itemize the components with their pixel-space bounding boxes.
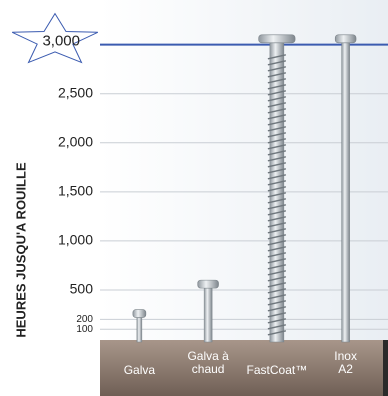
screw-thread xyxy=(267,252,287,258)
y-axis-label: HEURES JUSQU'A ROUILLE xyxy=(13,162,28,338)
y-tick-label: 2,000 xyxy=(58,133,93,149)
screw-thread xyxy=(267,222,287,228)
screw-thread xyxy=(267,216,287,222)
screw-thread xyxy=(267,60,287,66)
screw-head xyxy=(197,279,219,289)
screw-thread xyxy=(267,120,287,126)
screw-thread xyxy=(267,312,287,318)
screw-thread xyxy=(267,84,287,90)
screw-thread xyxy=(267,240,287,246)
screw-thread xyxy=(267,66,287,72)
screw-thread xyxy=(267,186,287,192)
y-tick-label: 500 xyxy=(70,281,94,297)
screw-thread xyxy=(267,126,287,132)
star xyxy=(11,12,99,64)
screw-thread xyxy=(267,132,287,138)
screw xyxy=(258,34,296,343)
screw-thread xyxy=(267,300,287,306)
y-tick-label: 1,000 xyxy=(58,232,93,248)
screw-thread xyxy=(267,330,287,336)
screw-head xyxy=(132,309,147,318)
screw-thread xyxy=(267,180,287,186)
screw-thread xyxy=(267,306,287,312)
screw-thread xyxy=(267,318,287,324)
screw-thread xyxy=(267,78,287,84)
screw-thread xyxy=(267,264,287,270)
screw-thread xyxy=(267,156,287,162)
plot-background xyxy=(100,0,388,340)
screw-head xyxy=(334,34,357,44)
screw-thread xyxy=(267,258,287,264)
screw-thread xyxy=(267,114,287,120)
screw-thread xyxy=(267,324,287,330)
x-tick-label: Galva à chaud xyxy=(187,349,229,376)
x-tick-label: Galva xyxy=(123,363,156,377)
screw-thread xyxy=(267,192,287,198)
screw-thread xyxy=(267,288,287,294)
screw-thread xyxy=(267,144,287,150)
screw-shaft xyxy=(203,287,213,343)
screw-thread xyxy=(267,204,287,210)
screw-thread xyxy=(267,138,287,144)
y-tick-label: 100 xyxy=(76,324,93,335)
x-tick-label: Inox A2 xyxy=(334,349,357,376)
screw-thread xyxy=(267,72,287,78)
screw-shaft xyxy=(341,42,350,343)
screw-thread xyxy=(267,162,287,168)
screw-thread xyxy=(267,150,287,156)
screw-thread xyxy=(267,198,287,204)
edge xyxy=(383,340,388,396)
screw-shaft xyxy=(136,317,143,343)
screw-head xyxy=(258,34,296,44)
y-tick-label: 1,500 xyxy=(58,183,93,199)
screw-thread xyxy=(267,228,287,234)
screw-thread xyxy=(267,54,287,60)
screw-thread xyxy=(267,294,287,300)
screw-thread xyxy=(267,234,287,240)
screw-thread xyxy=(267,276,287,282)
base xyxy=(100,340,388,396)
x-tick-label: FastCoat™ xyxy=(246,363,308,377)
y-tick-label: 200 xyxy=(76,314,93,325)
screw-thread xyxy=(267,96,287,102)
screw-thread xyxy=(267,90,287,96)
screw-thread xyxy=(267,102,287,108)
screw xyxy=(132,309,147,343)
y-tick-label: 3,000 xyxy=(42,33,80,50)
screw-thread xyxy=(267,270,287,276)
screw-thread xyxy=(267,108,287,114)
screw-thread xyxy=(267,282,287,288)
screw-thread xyxy=(267,210,287,216)
screw xyxy=(197,279,219,343)
screw-thread xyxy=(267,246,287,252)
screw-thread xyxy=(267,168,287,174)
screw xyxy=(334,34,357,343)
screw-thread xyxy=(267,174,287,180)
y-tick-label: 2,500 xyxy=(58,84,93,100)
